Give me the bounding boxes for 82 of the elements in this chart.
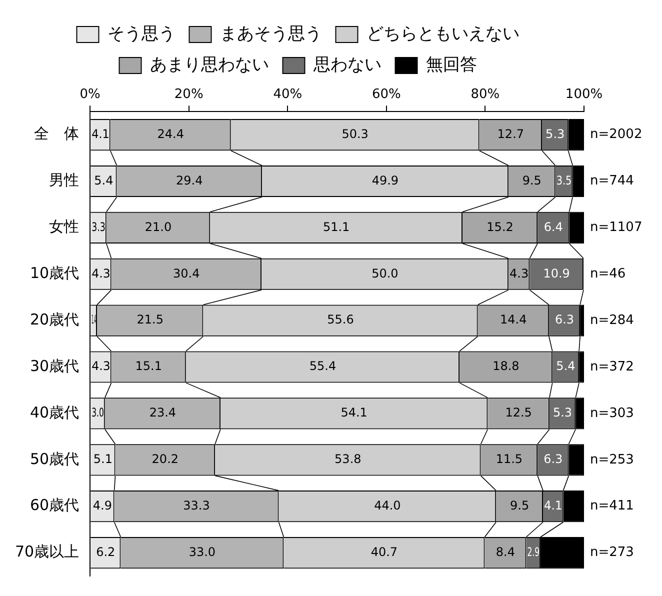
data-label: 6.2 [96,544,116,559]
data-label: 6.3 [544,452,563,466]
data-label: 30.4 [173,266,200,280]
data-label: 5.4 [556,359,576,374]
data-label: 4.3 [510,266,529,280]
y-tick-label: 70歳以上 [14,542,80,561]
data-label: 23.4 [149,406,176,420]
data-label: 11.5 [496,452,523,466]
text: n=284 [590,312,634,328]
data-label: 21.0 [144,220,172,234]
data-label: 9.5 [522,173,542,188]
data-label: 4.3 [92,266,110,280]
data-label: 4.1 [92,126,110,142]
data-label: 53.8 [334,452,362,466]
data-label: 49.9 [372,173,399,188]
data-label: 4.1 [544,498,562,513]
data-label: 33.3 [183,498,210,512]
data-label: 40.7 [370,544,398,559]
text: n=372 [590,359,634,374]
data-label: 15.1 [135,359,162,374]
data-label: 54.1 [340,406,368,420]
data-label: 21.5 [136,312,164,327]
data-label: 3.5 [556,173,572,188]
legend-label: まあそう思う [220,24,322,44]
data-label: 5.3 [552,406,572,420]
text: n=253 [590,452,634,468]
y-tick-label: 50歳代 [30,450,80,468]
text: n=303 [590,406,634,421]
legend-label: どちらともいえない [366,24,520,44]
text: n=2002 [590,127,642,142]
x-tick-label: 20% [174,87,204,102]
data-label: 9.5 [510,498,530,512]
text: n=273 [590,545,634,560]
text: n=411 [590,498,634,514]
data-label: 12.5 [505,406,532,420]
y-tick-label: 男性 [49,171,80,190]
y-tick-label: 20歳代 [30,310,80,328]
data-label: 1.4 [92,314,96,328]
data-label: 6.4 [544,220,563,234]
legend-label: 無回答 [426,54,477,75]
data-label: 10.9 [543,266,570,280]
y-tick-label: 10歳代 [30,264,80,282]
data-label: 20.2 [152,452,179,466]
data-label: 50.0 [372,266,398,280]
data-label: 55.6 [327,312,354,327]
data-label: 29.4 [176,173,203,188]
legend-label: 思わない [312,54,382,75]
text: n=46 [590,266,626,282]
data-label: 44.0 [374,498,401,512]
text: n=744 [590,174,634,189]
y-tick-label: 全 体 [34,124,80,143]
data-label: 8.4 [496,544,516,559]
x-tick-label: 60% [372,87,401,102]
data-label: 5.3 [546,126,565,141]
data-label: 5.4 [94,173,114,188]
data-label: 4.3 [92,359,110,374]
data-label: 18.8 [492,359,520,374]
data-label: 33.0 [188,544,216,559]
x-tick-label: 0% [80,87,100,102]
x-tick-label: 100% [565,87,603,102]
data-label: 4.9 [92,498,112,512]
data-label: 51.1 [322,220,350,234]
legend-label: あまり思わない [150,54,269,75]
data-label: 24.4 [157,126,184,141]
x-tick-label: 80% [470,87,500,102]
data-label: 50.3 [342,126,368,141]
data-label: 6.3 [554,312,574,327]
x-tick-label: 40% [273,87,302,102]
legend-label: そう思う [107,24,176,44]
data-label: 3.0 [92,407,104,420]
data-label: 3.3 [92,220,106,234]
y-tick-label: 30歳代 [30,356,80,375]
data-label: 55.4 [309,359,336,374]
data-label: 14.4 [500,312,527,327]
y-tick-label: 60歳代 [30,496,80,514]
data-label: 12.7 [497,126,524,141]
data-label: 5.1 [93,452,112,466]
y-tick-label: 40歳代 [30,403,80,422]
text: n=1107 [590,220,642,236]
data-label: 15.2 [486,220,514,234]
data-label: 2.9 [527,546,540,560]
y-tick-label: 女性 [49,218,80,236]
